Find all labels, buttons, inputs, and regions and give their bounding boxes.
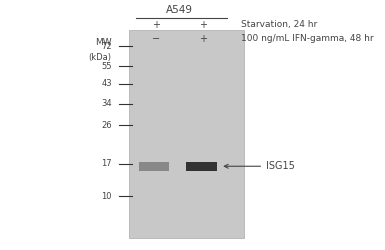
Text: 26: 26 [101,120,112,130]
Bar [186,162,217,171]
Text: 17: 17 [101,159,112,168]
Text: 34: 34 [101,99,112,108]
Text: 72: 72 [101,42,112,51]
Text: A549: A549 [166,5,193,15]
Text: Starvation, 24 hr: Starvation, 24 hr [241,20,317,30]
Text: ISG15: ISG15 [224,161,295,171]
Text: (kDa): (kDa) [89,53,112,62]
Text: 43: 43 [101,79,112,88]
Text: +: + [199,34,208,44]
Text: +: + [199,20,208,30]
Bar [129,30,244,238]
Text: MW: MW [95,38,112,47]
Text: 100 ng/mL IFN-gamma, 48 hr: 100 ng/mL IFN-gamma, 48 hr [241,34,373,43]
Text: 55: 55 [101,62,112,71]
Text: −: − [152,34,160,44]
Bar [139,162,169,171]
Text: 10: 10 [101,192,112,201]
Text: +: + [152,20,160,30]
